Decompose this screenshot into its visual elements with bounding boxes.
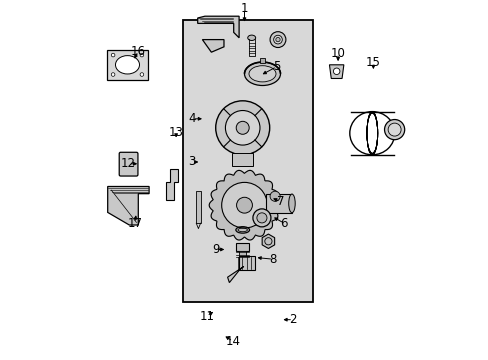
Ellipse shape: [115, 55, 139, 74]
Ellipse shape: [248, 66, 275, 82]
Text: 5: 5: [273, 60, 280, 73]
Text: 11: 11: [199, 310, 214, 323]
Text: 12: 12: [121, 157, 136, 170]
Circle shape: [111, 53, 115, 57]
Text: 1: 1: [240, 3, 248, 15]
Circle shape: [111, 73, 115, 76]
Text: 15: 15: [365, 57, 380, 69]
Bar: [239, 256, 255, 270]
Ellipse shape: [244, 62, 280, 85]
Text: 7: 7: [276, 195, 284, 208]
Ellipse shape: [247, 35, 255, 40]
Circle shape: [215, 101, 269, 155]
Bar: [231, 153, 253, 166]
Circle shape: [140, 73, 143, 76]
Text: 6: 6: [280, 217, 287, 230]
Circle shape: [256, 213, 266, 223]
Text: 9: 9: [211, 243, 219, 256]
Circle shape: [252, 209, 270, 227]
Circle shape: [387, 123, 400, 136]
Polygon shape: [166, 169, 177, 200]
Bar: [196, 191, 200, 223]
Polygon shape: [227, 266, 244, 283]
Bar: [236, 243, 249, 251]
Polygon shape: [202, 40, 224, 52]
Text: 13: 13: [168, 126, 183, 139]
Circle shape: [236, 121, 249, 134]
Circle shape: [333, 68, 339, 75]
Text: 17: 17: [127, 217, 142, 230]
Circle shape: [225, 111, 260, 145]
Bar: [265, 194, 291, 213]
Polygon shape: [262, 234, 274, 248]
Bar: [106, 50, 148, 80]
Text: 4: 4: [188, 112, 196, 125]
Polygon shape: [329, 65, 343, 78]
Text: 3: 3: [188, 156, 196, 168]
Circle shape: [236, 197, 252, 213]
Text: 14: 14: [225, 335, 240, 348]
Bar: [239, 251, 246, 259]
Circle shape: [269, 191, 280, 201]
FancyBboxPatch shape: [119, 152, 138, 176]
Bar: [259, 58, 265, 63]
Circle shape: [384, 120, 404, 140]
Polygon shape: [209, 170, 279, 240]
Ellipse shape: [288, 194, 295, 213]
Circle shape: [269, 32, 285, 48]
Text: 16: 16: [130, 45, 145, 58]
Circle shape: [140, 53, 143, 57]
Polygon shape: [107, 186, 149, 225]
Text: 10: 10: [330, 47, 345, 60]
Circle shape: [273, 35, 282, 44]
Text: 2: 2: [289, 313, 296, 326]
Circle shape: [221, 183, 267, 228]
Polygon shape: [197, 16, 239, 38]
Text: 8: 8: [269, 253, 276, 266]
Bar: [183, 20, 312, 302]
Circle shape: [275, 37, 280, 42]
